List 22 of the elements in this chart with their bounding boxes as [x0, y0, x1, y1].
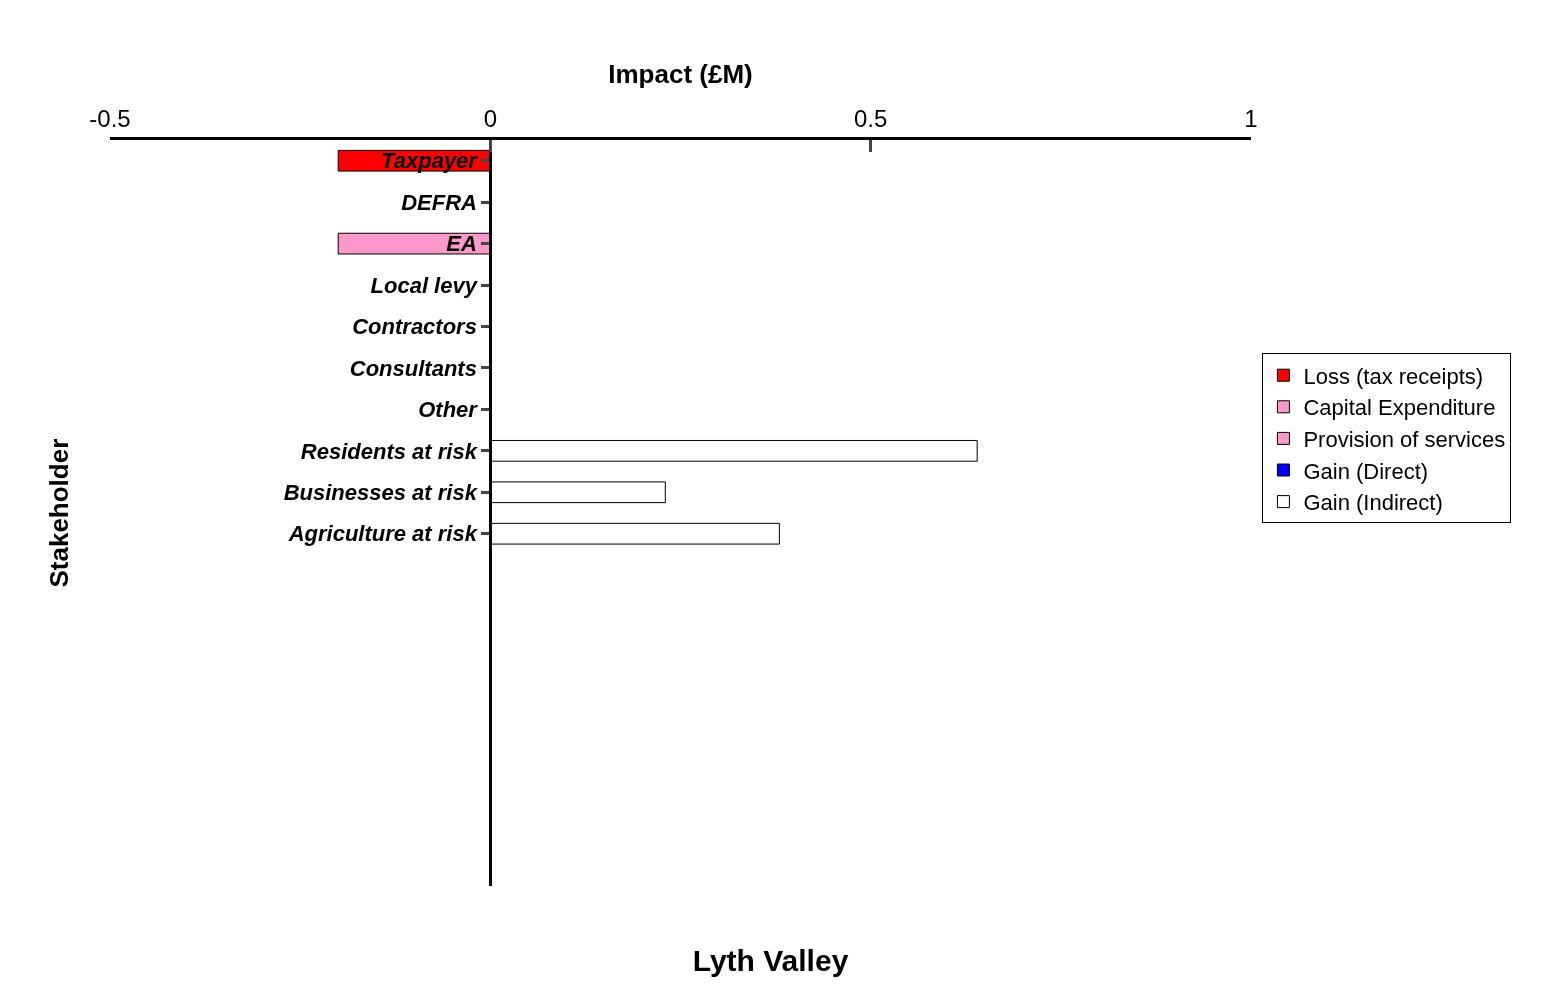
y-tick-label: Businesses at risk: [283, 479, 479, 505]
y-tick-label: DEFRA: [401, 189, 477, 215]
y-tick-label: Contractors: [352, 314, 477, 340]
y-tick-label: EA: [446, 231, 477, 257]
legend-label: Provision of services: [1303, 426, 1506, 452]
legend-label: Gain (Direct): [1303, 458, 1429, 484]
legend-label: Gain (Indirect): [1303, 490, 1443, 516]
legend-label: Capital Expenditure: [1303, 395, 1496, 421]
x-tick-label: 0.5: [853, 105, 888, 133]
y-tick-label: Taxpayer: [381, 148, 479, 174]
y-tick-label: Agriculture at risk: [287, 521, 479, 547]
x-tick-label: 0: [483, 105, 498, 133]
text: Lyth Valley: [692, 944, 849, 978]
y-tick-label: Other: [418, 397, 479, 423]
y-tick-label: Residents at risk: [300, 438, 479, 464]
x-tick-label: 1: [1244, 105, 1258, 133]
y-tick-label: Local levy: [370, 272, 479, 298]
y-axis-title: Stakeholder: [43, 438, 74, 588]
y-tick-label: Consultants: [349, 355, 477, 381]
legend-label: Loss (tax receipts): [1303, 363, 1484, 389]
x-axis-title: Impact (£M): [608, 58, 753, 89]
x-tick-label: -0.5: [89, 105, 131, 133]
